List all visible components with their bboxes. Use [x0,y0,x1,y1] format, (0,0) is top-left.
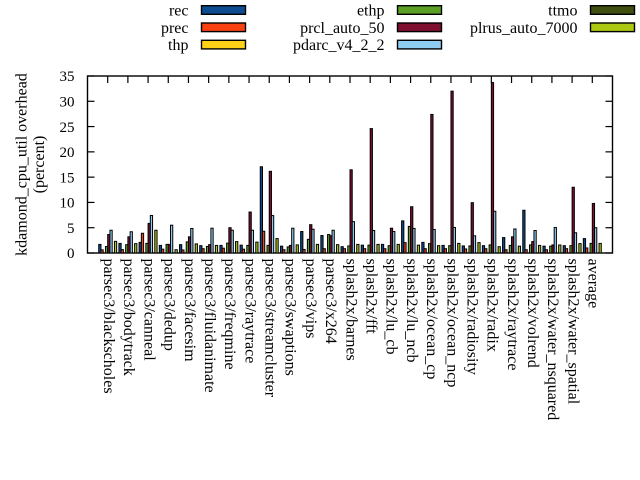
svg-text:splash2x/water_nsquared: splash2x/water_nsquared [544,259,561,421]
svg-text:splash2x/water_spatial: splash2x/water_spatial [564,259,581,405]
svg-text:prcl_auto_50: prcl_auto_50 [300,20,384,37]
svg-text:parsec3/fluidanimate: parsec3/fluidanimate [201,259,218,393]
svg-text:10: 10 [60,196,75,212]
svg-text:20: 20 [60,145,75,161]
svg-text:splash2x/raytrace: splash2x/raytrace [504,259,521,371]
svg-text:parsec3/blackscholes: parsec3/blackscholes [100,259,117,394]
svg-text:splash2x/ocean_cp: splash2x/ocean_cp [423,259,440,380]
svg-text:parsec3/facesim: parsec3/facesim [181,259,198,363]
svg-text:parsec3/canneal: parsec3/canneal [140,259,157,362]
svg-text:splash2x/lu_cb: splash2x/lu_cb [383,259,400,355]
svg-text:25: 25 [60,120,75,136]
svg-text:parsec3/streamcluster: parsec3/streamcluster [262,259,279,398]
svg-text:parsec3/x264: parsec3/x264 [322,259,339,344]
svg-text:ethp: ethp [357,3,385,20]
svg-text:thp: thp [168,37,188,54]
svg-text:splash2x/lu_ncb: splash2x/lu_ncb [403,259,420,363]
svg-text:(percent): (percent) [31,136,48,194]
svg-text:ttmo: ttmo [548,3,577,20]
svg-text:parsec3/dedup: parsec3/dedup [161,259,178,351]
svg-text:pdarc_v4_2_2: pdarc_v4_2_2 [293,37,385,54]
svg-text:splash2x/radix: splash2x/radix [484,259,501,352]
svg-text:parsec3/vips: parsec3/vips [302,259,319,339]
svg-text:rec: rec [169,3,189,20]
svg-text:parsec3/freqmine: parsec3/freqmine [221,259,238,370]
svg-text:0: 0 [67,246,75,262]
svg-text:parsec3/bodytrack: parsec3/bodytrack [120,259,137,376]
svg-text:splash2x/volrend: splash2x/volrend [524,259,541,368]
svg-text:parsec3/swaptions: parsec3/swaptions [282,259,299,376]
svg-text:average: average [585,259,602,309]
svg-text:parsec3/raytrace: parsec3/raytrace [241,259,258,364]
svg-text:splash2x/radiosity: splash2x/radiosity [463,259,480,375]
svg-text:splash2x/barnes: splash2x/barnes [342,259,359,361]
svg-text:15: 15 [60,170,75,186]
svg-text:35: 35 [60,69,75,85]
svg-text:prec: prec [161,20,189,37]
svg-text:kdamond_cpu_util overhead: kdamond_cpu_util overhead [14,73,31,256]
svg-text:30: 30 [60,94,75,110]
svg-text:splash2x/fft: splash2x/fft [363,259,380,335]
svg-text:plrus_auto_7000: plrus_auto_7000 [470,20,578,37]
svg-text:5: 5 [67,221,75,237]
svg-text:splash2x/ocean_ncp: splash2x/ocean_ncp [443,259,460,388]
